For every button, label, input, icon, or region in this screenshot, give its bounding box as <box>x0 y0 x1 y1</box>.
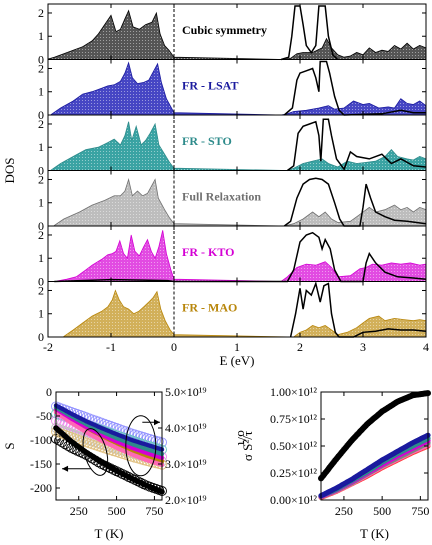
x-tick-label: 500 <box>373 504 391 518</box>
x-tick-label: 750 <box>145 504 163 518</box>
x-tick-label: 1 <box>234 340 240 354</box>
y-tick-label: 0.25×10¹² <box>270 466 317 480</box>
seebeck-arrowhead <box>62 465 69 472</box>
y-tick-label: 0 <box>38 164 44 178</box>
y2-tick-label: 2.0×10¹⁹ <box>165 493 207 507</box>
dos-filled-area-5 <box>63 289 427 338</box>
dos-filled-area-1 <box>50 61 427 116</box>
y-tick-label: 0.00×10¹² <box>270 493 317 507</box>
panel-label: FR - LSAT <box>182 79 238 93</box>
x-tick-label: 3 <box>360 340 366 354</box>
x-tick-label: -1 <box>106 340 116 354</box>
dos-filled-area-4 <box>56 230 427 282</box>
y-tick-label: 0 <box>38 108 44 122</box>
seebeck-frame <box>55 391 163 501</box>
sigma-point <box>54 435 64 446</box>
y-tick-label: 1 <box>38 85 44 99</box>
x-tick-label: 750 <box>411 504 429 518</box>
y-tick-label: 0 <box>46 385 52 399</box>
y-tick-label: 1 <box>38 196 44 210</box>
panel-label: Full Relaxation <box>182 190 261 204</box>
x-tick-label: 4 <box>423 340 429 354</box>
y-axis-label: S <box>2 442 17 449</box>
dos-filled-area-0 <box>47 9 427 60</box>
y-tick-label: 1.00×10¹² <box>270 385 317 399</box>
dos-line-curve-1 <box>283 60 426 116</box>
sigma-arrowhead <box>154 419 160 426</box>
y-tick-label: 0 <box>38 53 44 67</box>
x-tick-label: -2 <box>43 340 53 354</box>
x-tick-label: 500 <box>108 504 126 518</box>
y-tick-label: 2 <box>38 117 44 131</box>
y-tick-label: -50 <box>36 409 52 423</box>
dos-line-curve-2 <box>286 118 427 172</box>
y2-tick-label: 3.0×10¹⁹ <box>165 457 207 471</box>
y-tick-label: 0.75×10¹² <box>270 412 317 426</box>
y-tick-label: 1 <box>38 29 44 43</box>
y2-tick-label: 4.0×10¹⁹ <box>165 421 207 435</box>
y-tick-label: -200 <box>30 481 52 495</box>
panel-label: Cubic symmetry <box>182 23 267 37</box>
panel-label: FR - KTO <box>182 245 234 259</box>
y-tick-label: 2 <box>38 172 44 186</box>
y2-axis-label: σ/τ <box>235 430 250 446</box>
dos-line-curve-4 <box>54 231 427 283</box>
y-tick-label: 0.50×10¹² <box>270 439 317 453</box>
y-axis-label: DOS <box>2 157 17 183</box>
panel-label: FR - STO <box>182 134 232 148</box>
y-tick-label: 0 <box>38 275 44 289</box>
y-tick-label: 1 <box>38 307 44 321</box>
y-tick-label: 0 <box>38 219 44 233</box>
x-tick-label: 0 <box>171 340 177 354</box>
y-tick-label: -150 <box>30 457 52 471</box>
y-axis-label: σ S²/τ <box>240 431 255 461</box>
y-tick-label: 2 <box>38 228 44 242</box>
x-tick-label: 2 <box>297 340 303 354</box>
seebeck-group-ellipse <box>82 428 109 476</box>
y-tick-label: 2 <box>38 283 44 297</box>
dos-filled-area-2 <box>50 121 427 171</box>
x-axis-label: T (K) <box>360 526 389 541</box>
dos-line-curve-5 <box>289 280 427 338</box>
x-tick-label: 250 <box>335 504 353 518</box>
y-tick-label: 0 <box>38 330 44 344</box>
x-axis-label: T (K) <box>94 526 123 541</box>
panel-label: FR - MAO <box>182 301 237 315</box>
y-tick-label: 1 <box>38 251 44 265</box>
sigma-group-ellipse <box>125 415 157 477</box>
x-tick-label: 250 <box>70 504 88 518</box>
dos-line-curve-3 <box>283 177 427 227</box>
x-axis-label: E (eV) <box>219 353 254 368</box>
y-tick-label: 2 <box>38 6 44 20</box>
dos-line-curve-0 <box>280 5 339 61</box>
y-tick-label: -100 <box>30 433 52 447</box>
y-tick-label: 2 <box>38 61 44 75</box>
y-tick-label: 1 <box>38 140 44 154</box>
y2-tick-label: 5.0×10¹⁹ <box>165 385 207 399</box>
